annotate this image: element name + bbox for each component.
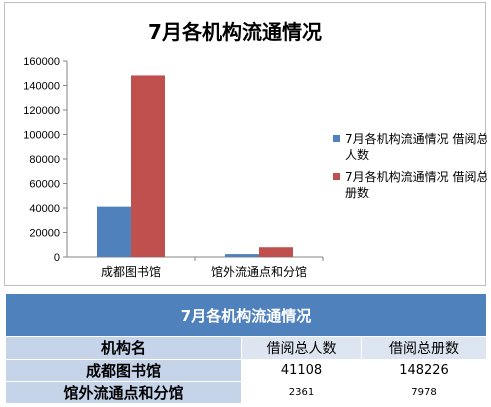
summary-table: 7月各机构流通情况 机构名 借阅总人数 借阅总册数 成都图书馆 41108 14… [4,292,488,405]
table-row: 成都图书馆 41108 148226 [5,358,488,382]
chart-title: 7月各机构流通情况 [148,20,322,44]
legend-swatch [333,135,340,142]
y-tick-label: 160000 [23,56,60,68]
y-tick-label: 120000 [23,105,60,117]
y-tick-label: 100000 [23,130,60,142]
chart-area: 7月各机构流通情况 0 20000 40000 60000 80000 100000 120… [4,2,487,286]
legend-swatch [333,173,340,180]
y-tick-label: 80000 [29,154,60,166]
x-tick-label: 馆外流通点和分馆 [211,264,307,279]
table-row: 馆外流通点和分馆 2361 7978 [5,380,488,405]
row-name: 馆外流通点和分馆 [5,380,242,405]
row-books: 7978 [360,380,488,405]
row-name: 成都图书馆 [5,358,242,382]
bar [131,75,165,257]
bar [97,206,131,257]
bar [225,254,259,257]
table-header-row: 机构名 借阅总人数 借阅总册数 [5,336,488,360]
row-readers: 41108 [241,358,362,382]
row-books: 148226 [360,358,488,382]
bar [259,247,293,257]
legend-label: 7月各机构流通情况 借阅总人数 [345,131,487,162]
row-readers: 2361 [241,380,362,405]
bar-chart: 7月各机构流通情况 0 20000 40000 60000 80000 100000 120… [23,20,487,279]
x-tick-label: 成都图书馆 [101,264,161,279]
y-tick-label: 140000 [23,81,60,93]
column-header-books: 借阅总册数 [360,336,488,360]
y-tick-label: 20000 [29,228,60,240]
y-tick-label: 40000 [29,203,60,215]
column-header-readers: 借阅总人数 [241,336,362,360]
y-tick-label: 0 [54,252,60,264]
y-tick-label: 60000 [29,179,60,191]
legend-label: 7月各机构流通情况 借阅总册数 [345,169,487,200]
table-title: 7月各机构流通情况 [4,292,488,338]
legend: 7月各机构流通情况 借阅总人数 7月各机构流通情况 借阅总册数 [333,131,487,200]
column-header-name: 机构名 [5,336,242,360]
